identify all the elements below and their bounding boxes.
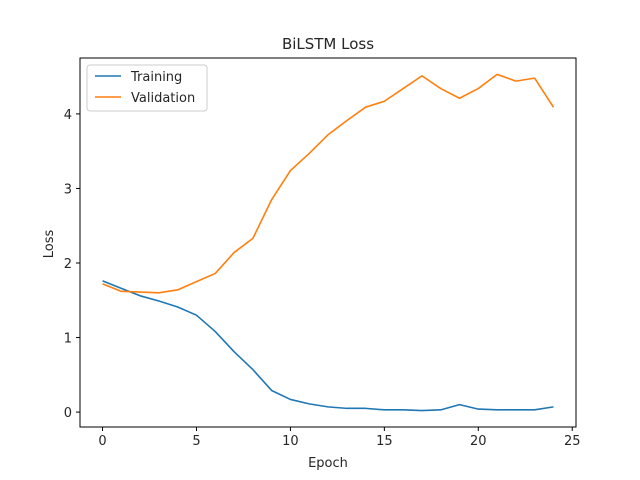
y-axis-label: Loss	[42, 230, 57, 259]
x-tick-label: 0	[98, 434, 106, 449]
legend-label-validation: Validation	[131, 91, 195, 106]
x-axis-label: Epoch	[308, 456, 348, 471]
y-axis: 0 1 2 3 4	[64, 108, 80, 421]
y-tick-label: 1	[64, 332, 72, 347]
x-tick-label: 25	[564, 434, 581, 449]
plot-frame	[79, 57, 577, 428]
x-tick-label: 20	[470, 434, 487, 449]
series-line-training	[102, 280, 554, 412]
series-line-validation	[102, 73, 555, 294]
y-tick-label: 4	[64, 108, 72, 123]
y-tick-label: 0	[64, 406, 72, 421]
legend: Training Validation	[86, 64, 208, 112]
y-tick-label: 3	[64, 182, 72, 197]
y-tick-label: 2	[64, 257, 72, 272]
x-tick-label: 10	[282, 434, 299, 449]
x-tick-label: 15	[376, 434, 393, 449]
x-axis: 0 5 10 15 20 25	[98, 427, 581, 449]
plot-area	[102, 73, 555, 412]
x-tick-label: 5	[192, 434, 200, 449]
chart-title: BiLSTM Loss	[282, 35, 374, 53]
legend-label-training: Training	[130, 70, 182, 85]
